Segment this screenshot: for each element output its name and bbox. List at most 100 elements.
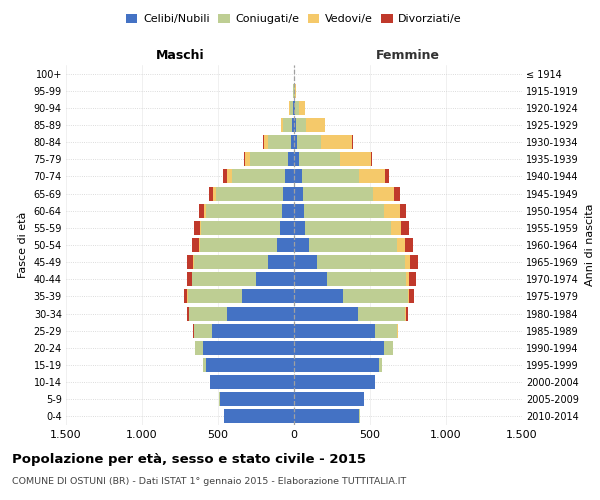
Bar xyxy=(295,84,296,98)
Bar xyxy=(227,306,294,320)
Bar xyxy=(294,375,374,389)
Bar xyxy=(293,101,294,115)
Y-axis label: Fasce di età: Fasce di età xyxy=(18,212,28,278)
Bar xyxy=(394,186,400,200)
Bar xyxy=(406,272,409,286)
Bar xyxy=(280,221,294,235)
Bar xyxy=(282,204,294,218)
Bar xyxy=(192,272,256,286)
Bar xyxy=(400,204,406,218)
Bar xyxy=(211,375,294,389)
Bar xyxy=(405,306,406,320)
Bar xyxy=(227,170,232,183)
Bar xyxy=(281,118,283,132)
Bar xyxy=(203,204,206,218)
Bar xyxy=(408,290,409,304)
Bar xyxy=(223,170,227,183)
Bar xyxy=(297,135,322,149)
Bar xyxy=(292,118,294,132)
Bar xyxy=(294,255,317,269)
Bar xyxy=(294,272,328,286)
Bar xyxy=(294,392,364,406)
Bar xyxy=(294,204,304,218)
Bar xyxy=(187,255,193,269)
Bar xyxy=(385,170,389,183)
Bar xyxy=(245,152,250,166)
Bar xyxy=(187,306,189,320)
Bar xyxy=(405,255,410,269)
Bar xyxy=(268,135,291,149)
Bar xyxy=(244,152,245,166)
Bar xyxy=(193,255,194,269)
Bar xyxy=(304,204,385,218)
Bar xyxy=(305,221,391,235)
Bar xyxy=(307,118,325,132)
Bar xyxy=(220,392,294,406)
Bar xyxy=(294,135,297,149)
Bar xyxy=(296,118,307,132)
Bar xyxy=(358,306,405,320)
Bar xyxy=(373,186,394,200)
Bar xyxy=(188,290,242,304)
Bar xyxy=(340,152,371,166)
Bar xyxy=(397,238,405,252)
Bar xyxy=(217,186,283,200)
Bar xyxy=(401,221,409,235)
Bar xyxy=(294,221,305,235)
Bar xyxy=(268,255,294,269)
Bar xyxy=(294,341,383,355)
Bar xyxy=(294,238,309,252)
Bar xyxy=(206,204,282,218)
Bar xyxy=(199,204,203,218)
Bar xyxy=(299,101,305,115)
Bar xyxy=(294,410,359,424)
Y-axis label: Anni di nascita: Anni di nascita xyxy=(584,204,595,286)
Bar xyxy=(374,324,397,338)
Bar xyxy=(203,341,294,355)
Bar xyxy=(212,324,294,338)
Bar xyxy=(294,290,343,304)
Bar xyxy=(224,410,294,424)
Bar xyxy=(194,324,212,338)
Bar xyxy=(250,152,288,166)
Bar xyxy=(409,290,414,304)
Bar xyxy=(379,358,382,372)
Bar xyxy=(209,375,211,389)
Bar xyxy=(195,341,203,355)
Bar xyxy=(285,170,294,183)
Bar xyxy=(263,135,268,149)
Bar xyxy=(295,101,299,115)
Bar xyxy=(206,358,294,372)
Bar xyxy=(303,186,373,200)
Bar xyxy=(391,221,401,235)
Bar xyxy=(187,272,192,286)
Bar xyxy=(371,152,372,166)
Text: Popolazione per età, sesso e stato civile - 2015: Popolazione per età, sesso e stato civil… xyxy=(12,452,366,466)
Text: Femmine: Femmine xyxy=(376,50,440,62)
Bar xyxy=(294,118,296,132)
Bar xyxy=(289,101,290,115)
Bar xyxy=(232,170,285,183)
Bar xyxy=(294,324,374,338)
Bar xyxy=(294,186,303,200)
Bar xyxy=(189,306,227,320)
Bar xyxy=(294,101,295,115)
Bar xyxy=(203,358,206,372)
Bar xyxy=(294,358,379,372)
Legend: Celibi/Nubili, Coniugati/e, Vedovi/e, Divorziati/e: Celibi/Nubili, Coniugati/e, Vedovi/e, Di… xyxy=(122,10,466,29)
Bar xyxy=(299,152,340,166)
Bar xyxy=(209,186,214,200)
Bar xyxy=(214,186,217,200)
Bar xyxy=(409,272,416,286)
Bar xyxy=(201,221,280,235)
Bar xyxy=(288,152,294,166)
Bar xyxy=(294,306,358,320)
Bar xyxy=(352,135,353,149)
Bar xyxy=(302,170,359,183)
Bar xyxy=(283,186,294,200)
Bar xyxy=(200,221,201,235)
Bar xyxy=(194,221,200,235)
Bar xyxy=(322,135,352,149)
Bar xyxy=(383,341,393,355)
Bar xyxy=(193,238,199,252)
